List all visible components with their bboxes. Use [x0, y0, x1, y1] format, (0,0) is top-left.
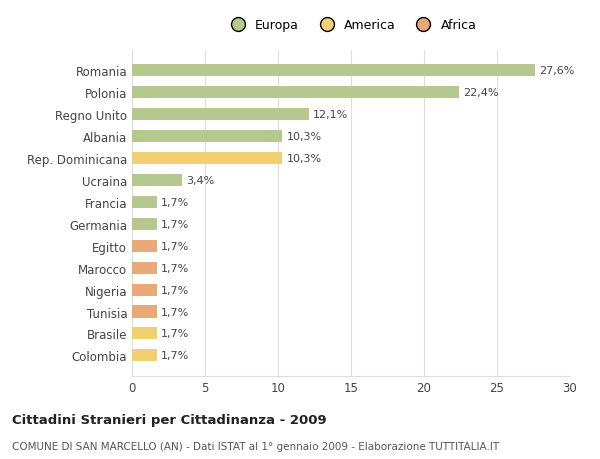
Text: 1,7%: 1,7%	[161, 197, 190, 207]
Bar	[132, 87, 459, 99]
Bar	[132, 174, 182, 187]
Text: 3,4%: 3,4%	[186, 176, 214, 185]
Bar	[132, 218, 157, 230]
Text: 10,3%: 10,3%	[287, 154, 322, 164]
Text: 22,4%: 22,4%	[463, 88, 499, 98]
Legend: Europa, America, Africa: Europa, America, Africa	[220, 14, 482, 37]
Text: 1,7%: 1,7%	[161, 241, 190, 251]
Bar	[132, 109, 308, 121]
Bar	[132, 196, 157, 208]
Text: 1,7%: 1,7%	[161, 285, 190, 295]
Bar	[132, 328, 157, 340]
Bar	[132, 306, 157, 318]
Text: 1,7%: 1,7%	[161, 219, 190, 230]
Bar	[132, 240, 157, 252]
Bar	[132, 284, 157, 296]
Bar	[132, 131, 283, 143]
Text: COMUNE DI SAN MARCELLO (AN) - Dati ISTAT al 1° gennaio 2009 - Elaborazione TUTTI: COMUNE DI SAN MARCELLO (AN) - Dati ISTAT…	[12, 441, 499, 451]
Text: 27,6%: 27,6%	[539, 67, 575, 76]
Text: 1,7%: 1,7%	[161, 351, 190, 360]
Bar	[132, 350, 157, 362]
Bar	[132, 153, 283, 165]
Text: 1,7%: 1,7%	[161, 263, 190, 273]
Bar	[132, 262, 157, 274]
Text: 1,7%: 1,7%	[161, 329, 190, 339]
Text: 10,3%: 10,3%	[287, 132, 322, 142]
Text: 1,7%: 1,7%	[161, 307, 190, 317]
Text: 12,1%: 12,1%	[313, 110, 348, 120]
Bar	[132, 65, 535, 77]
Text: Cittadini Stranieri per Cittadinanza - 2009: Cittadini Stranieri per Cittadinanza - 2…	[12, 413, 326, 426]
